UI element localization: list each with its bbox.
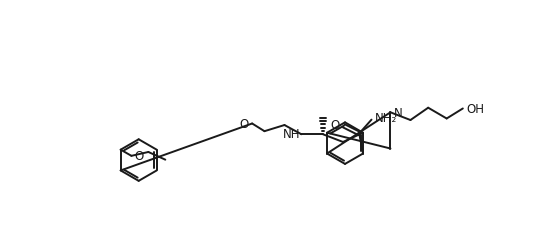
- Text: NH₂: NH₂: [375, 112, 397, 125]
- Text: O: O: [240, 118, 249, 131]
- Text: N: N: [394, 107, 403, 120]
- Text: OH: OH: [467, 103, 485, 116]
- Text: NH: NH: [282, 128, 300, 141]
- Text: O: O: [331, 119, 340, 132]
- Text: O: O: [134, 150, 144, 163]
